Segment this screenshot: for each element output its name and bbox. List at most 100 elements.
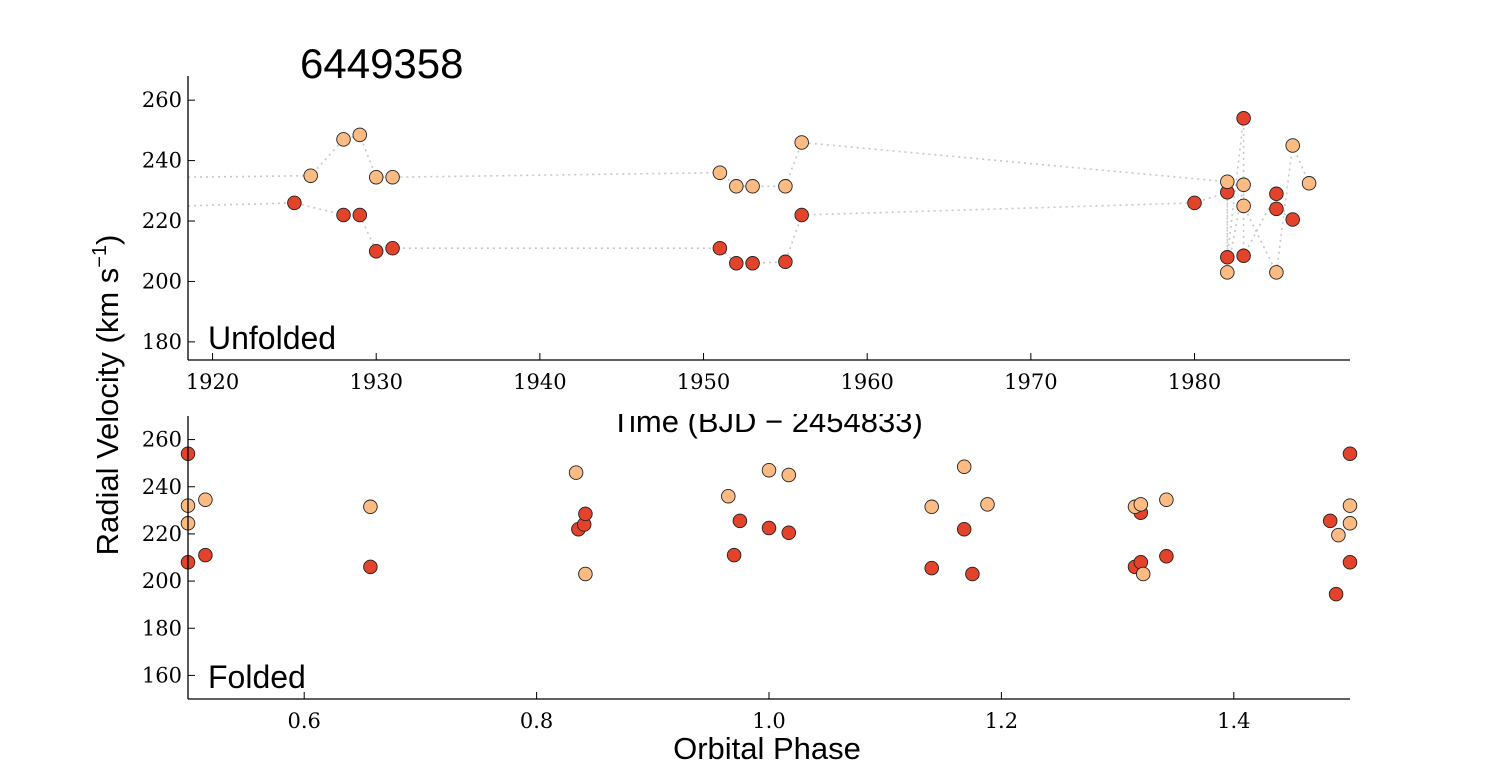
folded-data-point [956, 459, 972, 474]
folded-data-point [965, 566, 980, 582]
unfolded-y-tick-label: 180 [142, 330, 182, 354]
folded-data-point [761, 520, 777, 536]
folded-axes: 160 180 200 220 240 260 0.6 0.8 1.0 1.2 1.4 [142, 416, 1350, 733]
unfolded-data-point [303, 168, 318, 183]
folded-data-point [568, 465, 584, 480]
unfolded-y-tick-label: 240 [142, 149, 182, 173]
unfolded-y-tick-label: 260 [142, 88, 182, 112]
unfolded-data-point [336, 132, 351, 147]
unfolded-data-point [287, 195, 302, 211]
folded-data-point [721, 488, 736, 504]
folded-data-point [1159, 492, 1174, 507]
folded-data-point [1133, 497, 1149, 512]
unfolded-data-point [1269, 265, 1284, 280]
unfolded-data-point [1236, 111, 1251, 126]
unfolded-data-point [1236, 248, 1251, 264]
unfolded-panel-label: Unfolded [208, 320, 336, 356]
unfolded-data-point [1220, 265, 1235, 280]
unfolded-data-point [1301, 176, 1317, 191]
unfolded-y-tick-label: 220 [142, 209, 182, 233]
folded-data-point [578, 506, 593, 522]
folded-data-point [781, 467, 797, 483]
unfolded-x-tick-label: 1950 [677, 370, 730, 394]
unfolded-axes: 180 200 220 240 260 1920 1930 1940 1950 1960 1970 1… [142, 76, 1350, 394]
folded-data-point [1328, 586, 1344, 602]
unfolded-data-point [745, 179, 760, 194]
folded-data-point [1159, 549, 1174, 564]
unfolded-data-point [385, 169, 400, 185]
folded-points [180, 446, 1358, 602]
folded-data-point [924, 499, 939, 515]
folded-data-point [578, 566, 593, 582]
folded-data-point [1342, 554, 1358, 570]
unfolded-data-point [729, 179, 744, 194]
folded-data-point [1342, 516, 1358, 531]
unfolded-data-point [778, 179, 793, 194]
unfolded-data-point [336, 207, 351, 223]
unfolded-data-point [1269, 186, 1284, 202]
unfolded-data-point [794, 207, 809, 223]
unfolded-data-point [385, 240, 400, 256]
folded-y-tick-label: 220 [142, 522, 182, 546]
folded-panel-label: Folded [208, 659, 306, 695]
unfolded-connector-line-2 [187, 133, 1310, 276]
folded-x-tick-label: 0.6 [287, 709, 320, 733]
folded-x-tick-label: 1.0 [752, 709, 785, 733]
folded-y-tick-label: 160 [142, 663, 182, 687]
unfolded-data-point [352, 127, 368, 143]
folded-x-axis-label: Orbital Phase [673, 731, 861, 766]
unfolded-data-point [1220, 174, 1235, 189]
unfolded-data-point [778, 254, 793, 270]
folded-x-tick-label: 0.8 [520, 709, 553, 733]
unfolded-data-point [745, 256, 760, 271]
unfolded-data-point [368, 169, 384, 185]
folded-data-point [726, 547, 742, 563]
unfolded-y-tick-label: 200 [142, 269, 182, 293]
folded-data-point [924, 560, 939, 576]
folded-data-point [1322, 513, 1338, 529]
unfolded-x-tick-label: 1920 [186, 370, 239, 394]
folded-data-point [1133, 554, 1149, 570]
folded-x-tick-label: 1.4 [1217, 709, 1250, 733]
unfolded-data-point [1220, 250, 1235, 265]
unfolded-data-point [368, 243, 384, 259]
unfolded-data-point [1285, 138, 1300, 153]
unfolded-connector-lines [187, 118, 1310, 276]
unfolded-x-tick-label: 1980 [1168, 370, 1221, 394]
unfolded-x-tick-label: 1930 [349, 370, 402, 394]
unfolded-data-point [1236, 198, 1251, 214]
unfolded-panel: Time (BJD − 2454833) 1802002202402601920… [142, 76, 1410, 439]
panel-gap [150, 368, 1410, 414]
folded-data-point [956, 521, 972, 537]
unfolded-data-point [712, 165, 728, 180]
unfolded-data-point [352, 207, 368, 223]
unfolded-data-point [1187, 195, 1202, 211]
folded-data-point [732, 513, 748, 529]
unfolded-x-tick-label: 1940 [513, 370, 566, 394]
folded-y-tick-label: 200 [142, 569, 182, 593]
unfolded-data-point [1269, 201, 1284, 217]
figure-title: 6449358 [300, 40, 464, 87]
folded-data-point [198, 547, 213, 563]
folded-panel: 160 180 200 220 240 260 0.6 0.8 1.0 1.2 1.4 Folded… [142, 416, 1358, 766]
folded-x-tick-label: 1.2 [985, 709, 1018, 733]
unfolded-data-point [712, 240, 728, 256]
folded-y-tick-label: 180 [142, 616, 182, 640]
folded-data-point [198, 492, 213, 507]
folded-data-point [980, 497, 995, 512]
folded-y-tick-label: 240 [142, 475, 182, 499]
folded-data-point [781, 525, 797, 540]
unfolded-data-point [1285, 212, 1300, 227]
unfolded-data-point [794, 135, 809, 150]
unfolded-data-point [729, 256, 744, 271]
folded-data-point [761, 462, 777, 478]
folded-y-tick-label: 260 [142, 428, 182, 452]
unfolded-points [287, 111, 1317, 280]
unfolded-x-tick-label: 1970 [1004, 370, 1057, 394]
folded-data-point [1342, 446, 1358, 461]
folded-data-point [1342, 498, 1358, 513]
y-axis-label: Radial Velocity (km s−1) [89, 235, 125, 556]
folded-data-point [1135, 566, 1151, 582]
folded-data-point [363, 559, 378, 575]
